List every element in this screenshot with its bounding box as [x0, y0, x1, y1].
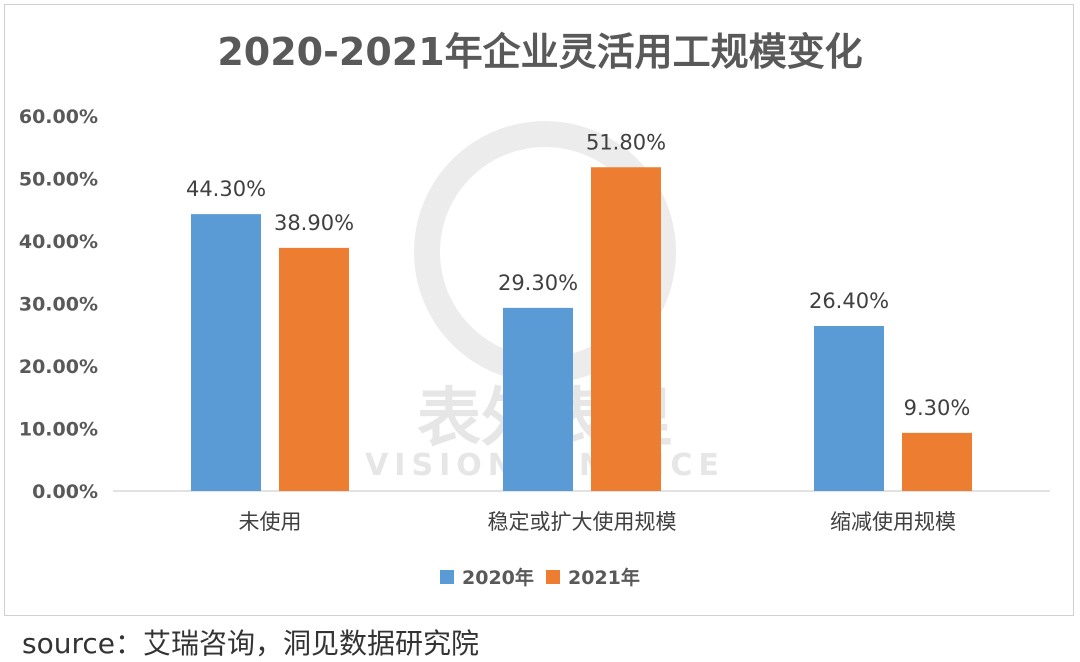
x-axis: 未使用 稳定或扩大使用规模 缩减使用规模 — [239, 510, 957, 534]
bar — [503, 307, 573, 491]
x-tick-label: 稳定或扩大使用规模 — [488, 510, 677, 534]
y-axis: 0.00% 10.00% 20.00% 30.00% 40.00% 50.00% 60.00… — [19, 106, 98, 503]
bars — [191, 167, 972, 491]
chart-title: 2020-2021年企业灵活用工规模变化 — [217, 30, 862, 74]
bar — [279, 247, 349, 491]
legend-label: 2021年 — [568, 566, 640, 589]
data-label: 38.90% — [274, 211, 354, 235]
y-tick-label: 20.00% — [19, 356, 98, 378]
bar — [814, 326, 884, 491]
data-labels: 44.30% 29.30% 26.40% 38.90% 51.80% 9.30% — [186, 130, 970, 420]
legend-swatch — [546, 570, 560, 584]
y-tick-label: 30.00% — [19, 294, 98, 316]
data-label: 51.80% — [586, 130, 666, 154]
x-tick-label: 缩减使用规模 — [830, 510, 956, 534]
data-label: 44.30% — [186, 177, 266, 201]
y-tick-label: 60.00% — [19, 106, 98, 128]
y-tick-label: 40.00% — [19, 231, 98, 253]
legend-swatch — [440, 570, 454, 584]
y-tick-label: 0.00% — [32, 481, 98, 503]
legend-label: 2020年 — [462, 566, 534, 589]
data-label: 26.40% — [809, 289, 889, 313]
bar — [902, 432, 972, 491]
chart: 表外表里 VISION FINANCE 2020-2021年企业灵活用工规模变化… — [19, 30, 1050, 589]
y-tick-label: 50.00% — [19, 169, 98, 191]
data-label: 29.30% — [498, 271, 578, 295]
y-tick-label: 10.00% — [19, 419, 98, 441]
bar — [191, 214, 261, 491]
data-label: 9.30% — [904, 396, 971, 420]
legend: 2020年 2021年 — [440, 566, 640, 589]
source-note: source：艾瑞咨询，洞见数据研究院 — [22, 627, 479, 660]
bar — [591, 167, 661, 491]
x-tick-label: 未使用 — [239, 510, 302, 534]
